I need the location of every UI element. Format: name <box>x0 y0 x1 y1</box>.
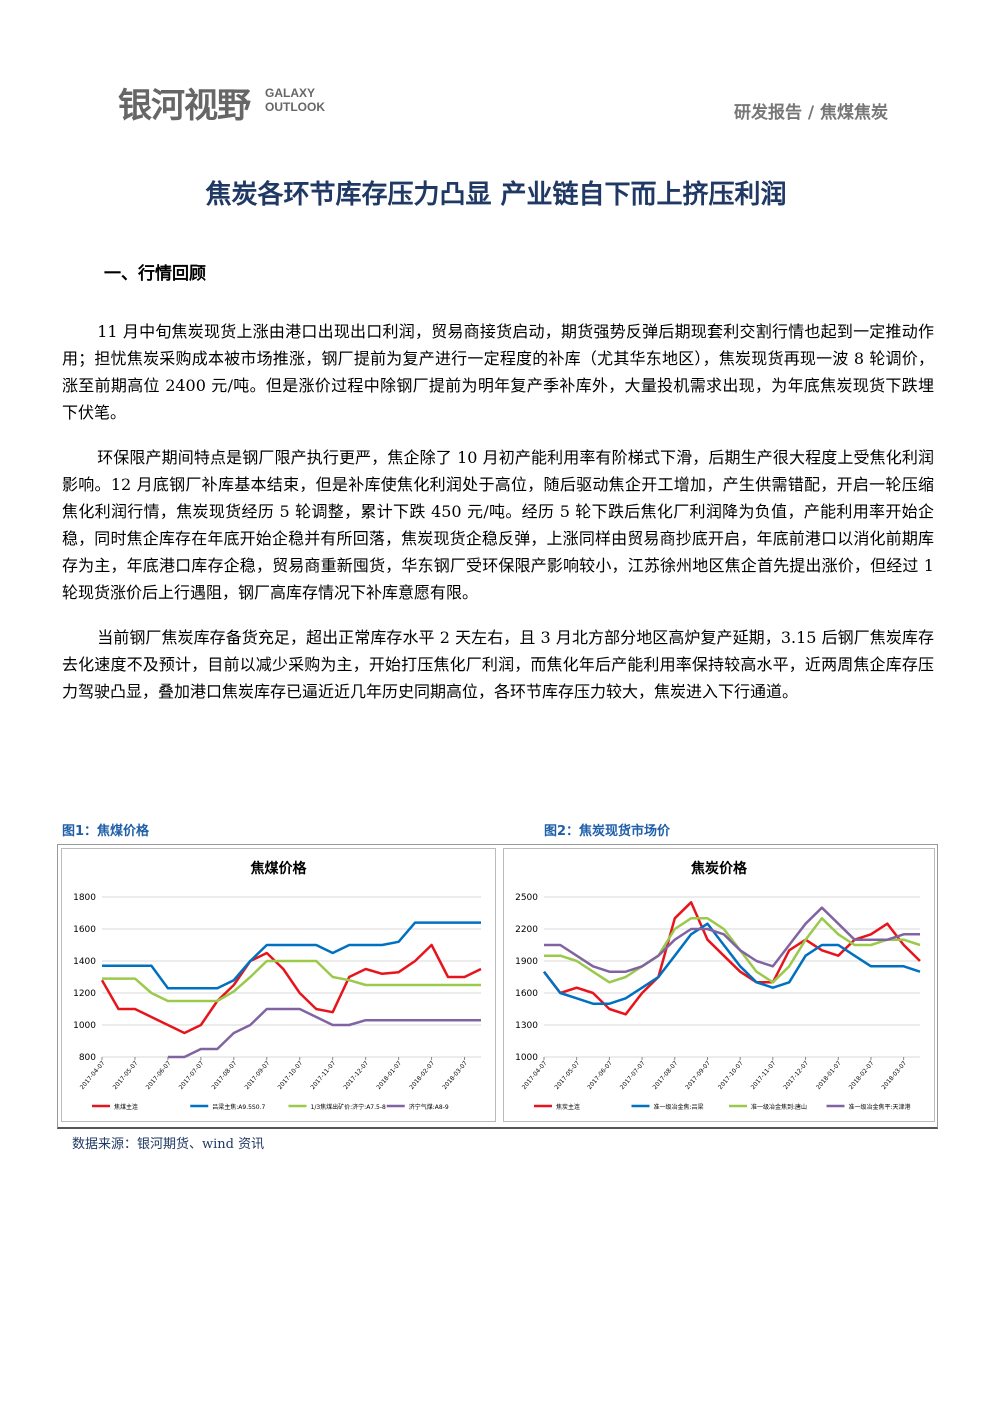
paragraph: 当前钢厂焦炭库存备货充足，超出正常库存水平 2 天左右，且 3 月北方部分地区高… <box>62 628 934 701</box>
legend-label: 准一级冶金焦到:唐山 <box>751 1103 807 1111</box>
y-tick-label: 1400 <box>73 957 96 967</box>
x-tick-label: 2018-02-07 <box>408 1060 436 1091</box>
x-tick-label: 2018-03-07 <box>880 1060 908 1091</box>
y-tick-label: 1600 <box>73 925 96 935</box>
section-heading: 一、行情回顾 <box>104 264 206 284</box>
chart-title: 焦炭价格 <box>690 860 748 877</box>
x-tick-label: 2018-01-07 <box>815 1060 843 1091</box>
legend-label: 济宁气煤:A8-9 <box>409 1103 449 1111</box>
y-tick-label: 1000 <box>73 1021 96 1031</box>
logo-en: OUTLOOK <box>265 100 325 114</box>
x-tick-label: 2017-09-07 <box>684 1060 712 1091</box>
y-tick-label: 1600 <box>515 989 538 999</box>
x-tick-label: 2017-06-07 <box>145 1060 173 1091</box>
x-tick-label: 2017-10-07 <box>276 1060 304 1091</box>
source: 数据来源：银河期货、wind 资讯 <box>72 1137 265 1152</box>
series-line <box>100 943 482 1035</box>
x-tick-label: 2018-02-07 <box>848 1060 876 1091</box>
y-tick-label: 1200 <box>73 989 96 999</box>
x-tick-label: 2017-08-07 <box>211 1060 239 1091</box>
chart-title: 焦煤价格 <box>250 860 308 877</box>
series-line <box>544 917 921 984</box>
legend-label: 1/3焦煤出矿价:济宁:A7.5-8 <box>311 1103 387 1111</box>
legend-label: 准一级冶金焦:吕梁 <box>654 1103 704 1111</box>
doc-title: 焦炭各环节库存压力凸显 产业链自下而上挤压利润 <box>205 180 787 210</box>
series-line <box>543 922 921 1005</box>
x-tick-label: 2018-01-07 <box>375 1060 403 1091</box>
x-tick-label: 2017-08-07 <box>652 1060 680 1091</box>
x-tick-label: 2017-07-07 <box>178 1060 206 1091</box>
figure-caption: 图1：焦煤价格 <box>62 824 150 839</box>
paragraph: 环保限产期间特点是钢厂限产执行更严，焦企除了 10 月初产能利用率有阶梯式下滑，… <box>62 448 934 602</box>
y-tick-label: 1000 <box>515 1053 538 1063</box>
legend-label: 准一级冶金焦平:天津港 <box>849 1103 911 1111</box>
y-tick-label: 1300 <box>515 1021 538 1031</box>
y-tick-label: 1800 <box>73 893 96 903</box>
y-tick-label: 1900 <box>515 957 538 967</box>
figure-caption: 图2：焦炭现货市场价 <box>544 824 671 839</box>
x-tick-label: 2017-05-07 <box>553 1060 581 1091</box>
series-line <box>102 959 481 1003</box>
legend-label: 吕梁主焦:A9.5S0.7 <box>212 1103 265 1111</box>
logo-en: GALAXY <box>265 86 316 100</box>
series-line <box>543 901 921 1016</box>
y-tick-label: 2200 <box>515 925 538 935</box>
x-tick-label: 2017-04-07 <box>79 1060 107 1091</box>
legend-label: 焦煤主连 <box>114 1103 138 1111</box>
y-tick-label: 2500 <box>515 893 538 903</box>
logo: 银河视野 <box>118 86 251 126</box>
series-line <box>167 1007 481 1059</box>
y-tick-label: 800 <box>79 1053 96 1063</box>
series-line <box>544 906 920 973</box>
report-category: 研发报告 / 焦煤焦炭 <box>733 103 888 123</box>
x-tick-label: 2017-12-07 <box>342 1060 370 1091</box>
x-tick-label: 2017-06-07 <box>586 1060 614 1091</box>
x-tick-label: 2017-04-07 <box>521 1060 549 1091</box>
x-tick-label: 2017-07-07 <box>619 1060 647 1091</box>
x-tick-label: 2017-10-07 <box>717 1060 745 1091</box>
x-tick-label: 2017-09-07 <box>244 1060 272 1091</box>
x-tick-label: 2018-03-07 <box>441 1060 469 1091</box>
x-tick-label: 2017-11-07 <box>309 1060 337 1091</box>
paragraph: 11 月中旬焦炭现货上涨由港口出现出口利润，贸易商接货启动，期货强势反弹后期现套… <box>62 322 934 422</box>
x-tick-label: 2017-11-07 <box>750 1060 778 1091</box>
x-tick-label: 2017-05-07 <box>112 1060 140 1091</box>
figure-frame <box>57 844 938 1129</box>
legend-label: 焦炭主连 <box>556 1103 580 1111</box>
series-line <box>102 921 481 990</box>
body: 11 月中旬焦炭现货上涨由港口出现出口利润，贸易商接货启动，期货强势反弹后期现套… <box>62 318 934 723</box>
x-tick-label: 2017-12-07 <box>782 1060 810 1091</box>
